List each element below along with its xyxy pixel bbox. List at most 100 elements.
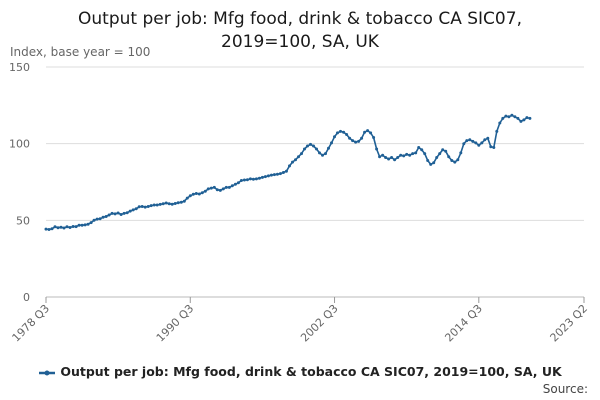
data-point[interactable]	[50, 227, 54, 231]
data-point[interactable]	[110, 211, 114, 215]
data-point[interactable]	[360, 136, 364, 140]
data-point[interactable]	[315, 147, 318, 151]
data-point[interactable]	[336, 131, 339, 135]
data-point[interactable]	[291, 160, 294, 164]
data-point[interactable]	[477, 143, 481, 147]
data-point[interactable]	[378, 155, 382, 159]
data-point[interactable]	[384, 156, 388, 159]
data-point[interactable]	[266, 174, 270, 178]
data-point[interactable]	[74, 225, 78, 229]
data-point[interactable]	[224, 185, 228, 189]
data-point[interactable]	[408, 153, 412, 157]
data-point[interactable]	[444, 149, 448, 153]
data-point[interactable]	[366, 129, 370, 133]
data-point[interactable]	[212, 185, 216, 189]
data-point[interactable]	[209, 186, 213, 190]
data-point[interactable]	[390, 156, 394, 159]
data-point[interactable]	[294, 158, 297, 162]
data-point[interactable]	[164, 201, 168, 205]
data-point[interactable]	[218, 188, 222, 192]
data-point[interactable]	[501, 116, 505, 120]
data-point[interactable]	[122, 211, 126, 215]
data-point[interactable]	[194, 192, 198, 195]
data-point[interactable]	[251, 177, 255, 181]
data-point[interactable]	[381, 153, 385, 157]
data-point[interactable]	[399, 153, 403, 157]
data-point[interactable]	[516, 116, 520, 120]
data-point[interactable]	[125, 211, 129, 215]
data-point[interactable]	[459, 151, 463, 155]
data-point[interactable]	[86, 222, 90, 226]
data-point[interactable]	[92, 218, 96, 222]
data-point[interactable]	[405, 152, 409, 156]
data-point[interactable]	[288, 164, 291, 168]
data-point[interactable]	[269, 173, 273, 177]
data-point[interactable]	[68, 226, 72, 229]
data-point[interactable]	[321, 153, 324, 157]
data-point[interactable]	[363, 130, 367, 134]
data-point[interactable]	[284, 169, 288, 173]
data-point[interactable]	[447, 155, 451, 159]
data-point[interactable]	[438, 152, 442, 156]
data-point[interactable]	[191, 192, 195, 196]
data-point[interactable]	[318, 151, 321, 155]
data-point[interactable]	[173, 202, 177, 205]
data-point[interactable]	[248, 177, 252, 181]
data-point[interactable]	[300, 152, 303, 156]
data-point[interactable]	[146, 205, 150, 208]
data-point[interactable]	[420, 148, 424, 152]
data-point[interactable]	[47, 228, 51, 231]
data-point[interactable]	[245, 178, 249, 182]
data-point[interactable]	[453, 160, 457, 164]
data-point[interactable]	[333, 135, 336, 139]
data-point[interactable]	[167, 202, 171, 206]
data-point[interactable]	[486, 136, 490, 140]
data-point[interactable]	[77, 223, 81, 227]
data-point[interactable]	[155, 203, 159, 207]
data-point[interactable]	[429, 162, 433, 166]
data-point[interactable]	[462, 142, 466, 146]
data-point[interactable]	[152, 203, 156, 207]
data-point[interactable]	[465, 139, 469, 143]
data-point[interactable]	[260, 175, 264, 179]
data-point[interactable]	[137, 205, 141, 209]
data-point[interactable]	[513, 115, 517, 119]
data-point[interactable]	[435, 156, 439, 159]
data-point[interactable]	[375, 147, 379, 151]
data-point[interactable]	[528, 116, 532, 120]
data-point[interactable]	[507, 115, 511, 119]
data-point[interactable]	[387, 157, 391, 161]
legend[interactable]: Output per job: Mfg food, drink & tobacc…	[0, 364, 600, 379]
data-point[interactable]	[71, 225, 75, 228]
data-point[interactable]	[188, 194, 192, 198]
data-point[interactable]	[233, 182, 237, 186]
data-point[interactable]	[519, 119, 523, 123]
data-point[interactable]	[504, 114, 508, 118]
data-point[interactable]	[200, 191, 204, 195]
data-point[interactable]	[185, 196, 189, 200]
data-point[interactable]	[131, 208, 135, 212]
data-point[interactable]	[423, 152, 427, 156]
data-point[interactable]	[357, 139, 361, 143]
data-point[interactable]	[179, 200, 183, 204]
data-point[interactable]	[203, 189, 207, 193]
data-point[interactable]	[345, 133, 349, 136]
data-point[interactable]	[480, 141, 484, 145]
data-point[interactable]	[182, 199, 186, 203]
data-point[interactable]	[239, 179, 243, 182]
data-point[interactable]	[348, 136, 352, 140]
data-point[interactable]	[281, 171, 285, 174]
data-point[interactable]	[441, 148, 445, 152]
data-point[interactable]	[396, 156, 400, 159]
data-point[interactable]	[372, 136, 376, 139]
data-point[interactable]	[369, 131, 373, 135]
data-point[interactable]	[113, 212, 117, 216]
data-point[interactable]	[471, 139, 475, 143]
data-point[interactable]	[65, 225, 69, 229]
data-point[interactable]	[351, 139, 355, 143]
data-point[interactable]	[342, 130, 346, 134]
data-point[interactable]	[98, 217, 102, 221]
data-point[interactable]	[56, 226, 60, 230]
data-point[interactable]	[134, 207, 138, 211]
data-point[interactable]	[83, 223, 87, 227]
